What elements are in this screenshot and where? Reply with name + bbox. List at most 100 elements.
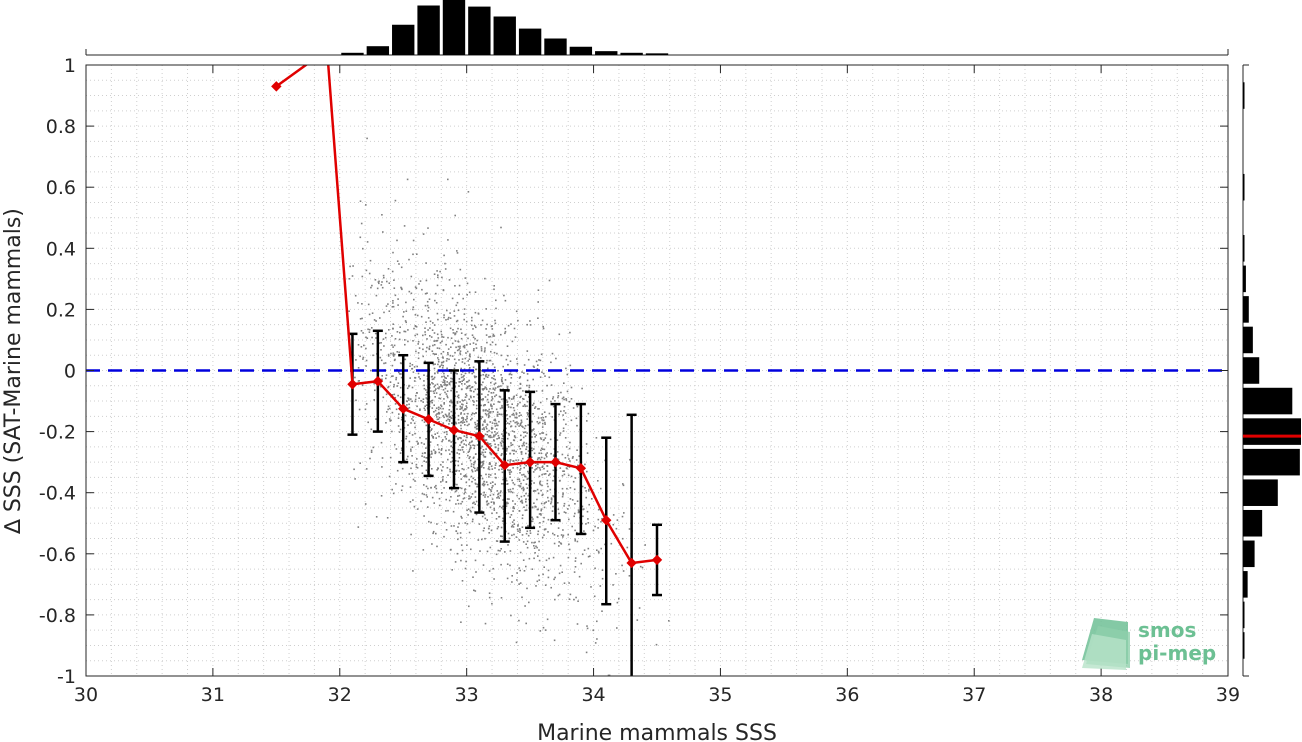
- scatter-point: [379, 317, 381, 319]
- scatter-point: [430, 390, 432, 392]
- scatter-point: [448, 412, 450, 415]
- scatter-point: [391, 488, 393, 491]
- scatter-point: [445, 360, 448, 362]
- scatter-point: [523, 570, 526, 572]
- scatter-point: [411, 434, 414, 436]
- scatter-point: [576, 405, 579, 408]
- scatter-point: [522, 479, 525, 481]
- scatter-point: [460, 502, 462, 505]
- scatter-point: [532, 413, 534, 415]
- scatter-point: [434, 396, 436, 398]
- scatter-point: [525, 483, 528, 485]
- scatter-point: [555, 357, 557, 360]
- scatter-point: [473, 401, 475, 403]
- scatter-point: [488, 411, 491, 413]
- scatter-point: [455, 320, 458, 323]
- scatter-point: [550, 502, 552, 505]
- scatter-point: [593, 595, 596, 598]
- scatter-point: [476, 469, 478, 471]
- scatter-point: [422, 355, 424, 358]
- scatter-point: [546, 398, 548, 400]
- scatter-point: [475, 407, 478, 410]
- right-hist-bar: [1243, 448, 1300, 476]
- scatter-point: [587, 547, 590, 550]
- scatter-point: [526, 350, 529, 352]
- error-bars: [347, 329, 662, 676]
- scatter-point: [451, 489, 453, 491]
- scatter-point: [485, 308, 487, 310]
- scatter-point: [512, 506, 515, 508]
- scatter-point: [475, 438, 478, 440]
- scatter-point: [446, 415, 449, 418]
- scatter-point: [477, 483, 479, 486]
- scatter-point: [380, 385, 382, 388]
- scatter-point: [426, 398, 428, 400]
- scatter-point: [472, 466, 475, 469]
- scatter-point: [501, 483, 503, 485]
- scatter-point: [475, 483, 477, 485]
- scatter-point: [425, 457, 427, 459]
- scatter-point: [385, 374, 388, 376]
- scatter-point: [565, 399, 568, 401]
- scatter-point: [562, 470, 564, 472]
- scatter-point: [459, 449, 462, 451]
- scatter-point: [460, 515, 462, 518]
- scatter-point: [385, 377, 387, 380]
- scatter-point: [457, 495, 459, 497]
- scatter-point: [383, 362, 385, 365]
- scatter-point: [461, 406, 463, 408]
- scatter-point: [507, 512, 510, 515]
- scatter-point: [475, 326, 477, 329]
- scatter-point: [468, 450, 470, 453]
- scatter-point: [476, 388, 479, 390]
- scatter-point: [509, 473, 511, 475]
- scatter-point: [559, 479, 561, 482]
- scatter-point: [446, 390, 449, 392]
- scatter-point: [513, 431, 516, 433]
- scatter-point: [443, 487, 445, 489]
- scatter-point: [436, 284, 439, 287]
- scatter-point: [549, 473, 551, 475]
- scatter-point: [411, 368, 413, 370]
- scatter-point: [490, 381, 492, 384]
- scatter-point: [426, 346, 428, 349]
- scatter-point: [436, 491, 438, 494]
- scatter-point: [468, 364, 470, 366]
- scatter-point: [383, 276, 385, 279]
- scatter-point: [585, 523, 587, 525]
- scatter-point: [428, 298, 431, 300]
- scatter-point: [437, 408, 440, 411]
- scatter-point: [491, 422, 494, 424]
- scatter-point: [410, 533, 412, 536]
- scatter-point: [528, 601, 530, 604]
- scatter-point: [494, 395, 496, 398]
- scatter-point: [364, 503, 367, 505]
- scatter-point: [507, 354, 509, 357]
- scatter-point: [440, 362, 443, 364]
- scatter-point: [518, 480, 521, 482]
- scatter-point: [517, 530, 519, 532]
- scatter-point: [362, 247, 364, 250]
- scatter-point: [414, 325, 417, 327]
- x-tick-label: 30: [74, 684, 98, 706]
- scatter-point: [510, 406, 512, 409]
- scatter-point: [486, 500, 488, 502]
- scatter-point: [413, 380, 416, 382]
- scatter-point: [506, 386, 509, 388]
- scatter-point: [433, 332, 436, 334]
- scatter-point: [443, 416, 445, 419]
- scatter-point: [530, 430, 533, 433]
- scatter-point: [585, 533, 587, 535]
- scatter-point: [433, 386, 436, 388]
- scatter-point: [527, 415, 530, 418]
- scatter-point: [355, 359, 357, 361]
- scatter-point: [374, 279, 377, 281]
- scatter-point: [492, 388, 495, 390]
- scatter-point: [451, 460, 454, 462]
- scatter-point: [475, 343, 477, 346]
- scatter-point: [382, 274, 385, 277]
- scatter-point: [426, 391, 428, 394]
- scatter-point: [628, 575, 631, 577]
- scatter-point: [447, 178, 449, 181]
- scatter-point: [480, 370, 483, 372]
